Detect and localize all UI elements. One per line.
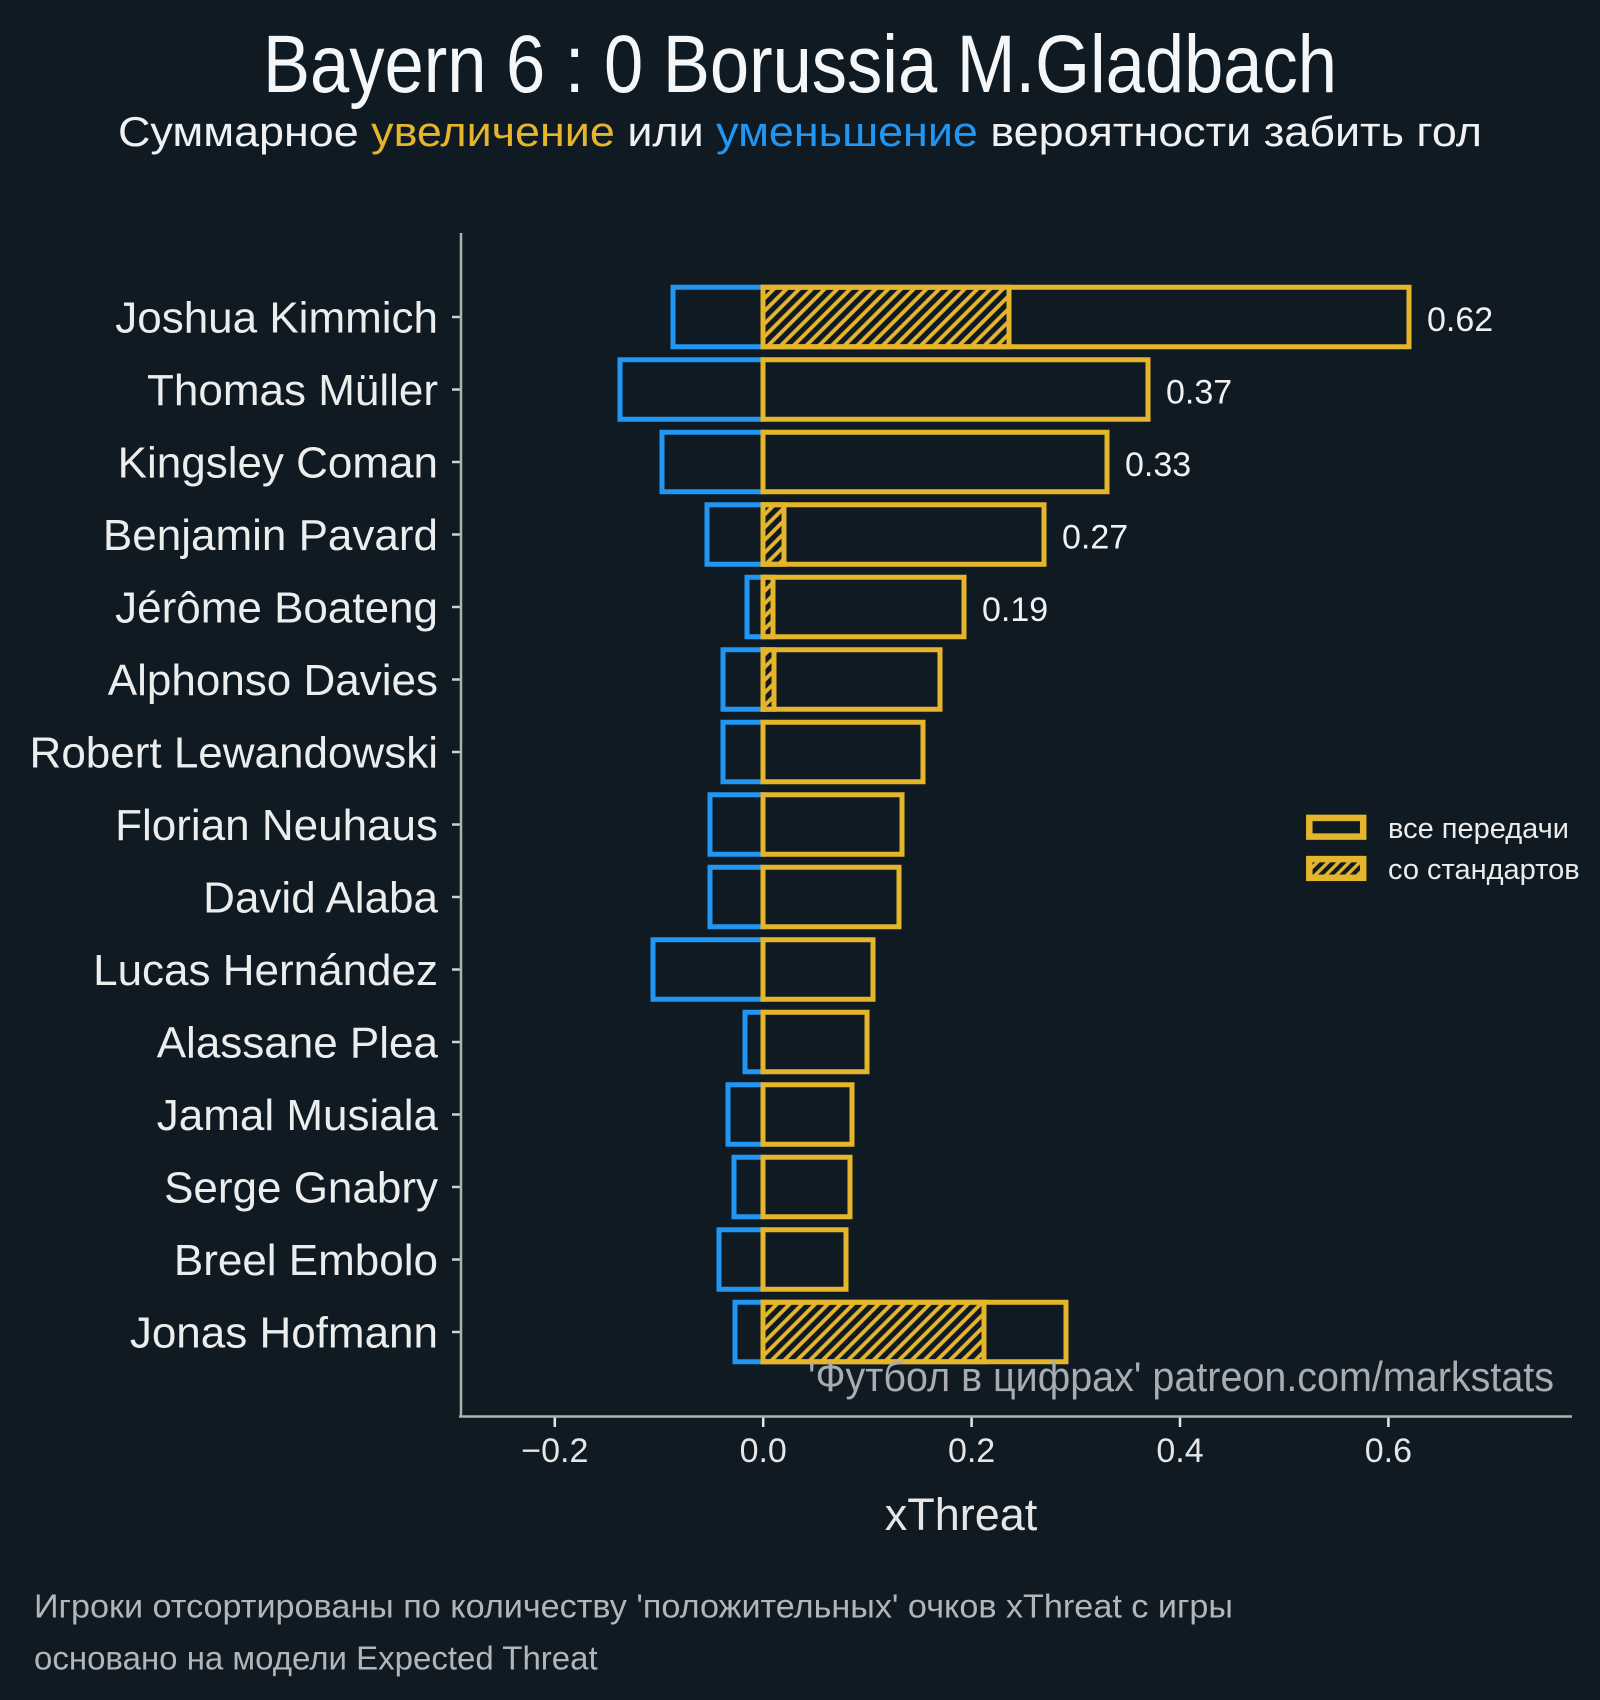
svg-text:David Alaba: David Alaba xyxy=(203,874,438,923)
svg-text:Bayern 6 : 0 Borussia M.Gladba: Bayern 6 : 0 Borussia M.Gladbach xyxy=(263,19,1337,110)
svg-text:Alphonso Davies: Alphonso Davies xyxy=(108,656,438,705)
svg-text:Kingsley Coman: Kingsley Coman xyxy=(118,439,438,488)
svg-text:Суммарное увеличение или умень: Суммарное увеличение или уменьшение веро… xyxy=(118,108,1482,155)
svg-text:Alassane Plea: Alassane Plea xyxy=(157,1019,439,1068)
svg-text:Florian Neuhaus: Florian Neuhaus xyxy=(115,801,438,850)
svg-text:Игроки отсортированы по количе: Игроки отсортированы по количеству 'поло… xyxy=(34,1588,1233,1625)
svg-text:0.2: 0.2 xyxy=(948,1432,995,1470)
svg-text:все передачи: все передачи xyxy=(1388,813,1569,845)
svg-text:xThreat: xThreat xyxy=(885,1489,1038,1540)
svg-text:0.6: 0.6 xyxy=(1365,1432,1412,1470)
svg-text:Thomas Müller: Thomas Müller xyxy=(147,366,438,415)
svg-text:Serge Gnabry: Serge Gnabry xyxy=(164,1164,438,1213)
svg-text:0.62: 0.62 xyxy=(1427,301,1493,339)
svg-text:0.27: 0.27 xyxy=(1062,519,1128,557)
svg-text:Jamal Musiala: Jamal Musiala xyxy=(157,1091,439,1140)
svg-text:Jonas Hofmann: Jonas Hofmann xyxy=(130,1309,438,1358)
svg-text:0.33: 0.33 xyxy=(1125,446,1191,484)
svg-text:Joshua Kimmich: Joshua Kimmich xyxy=(115,294,438,343)
svg-text:со стандартов: со стандартов xyxy=(1388,854,1580,886)
svg-text:0.37: 0.37 xyxy=(1166,374,1232,412)
svg-text:−0.2: −0.2 xyxy=(521,1432,588,1470)
svg-text:0.0: 0.0 xyxy=(740,1432,787,1470)
svg-text:Benjamin Pavard: Benjamin Pavard xyxy=(103,511,438,560)
svg-text:Robert Lewandowski: Robert Lewandowski xyxy=(30,729,438,778)
svg-text:Breel Embolo: Breel Embolo xyxy=(174,1236,438,1285)
svg-text:основано на модели Expected Th: основано на модели Expected Threat xyxy=(34,1640,598,1677)
svg-text:'Футбол в цифрах' patreon.com/: 'Футбол в цифрах' patreon.com/markstats xyxy=(808,1353,1554,1400)
svg-text:Lucas Hernández: Lucas Hernández xyxy=(93,946,438,995)
svg-text:0.4: 0.4 xyxy=(1156,1432,1203,1470)
svg-text:Jérôme Boateng: Jérôme Boateng xyxy=(115,584,438,633)
svg-text:0.19: 0.19 xyxy=(982,591,1048,629)
